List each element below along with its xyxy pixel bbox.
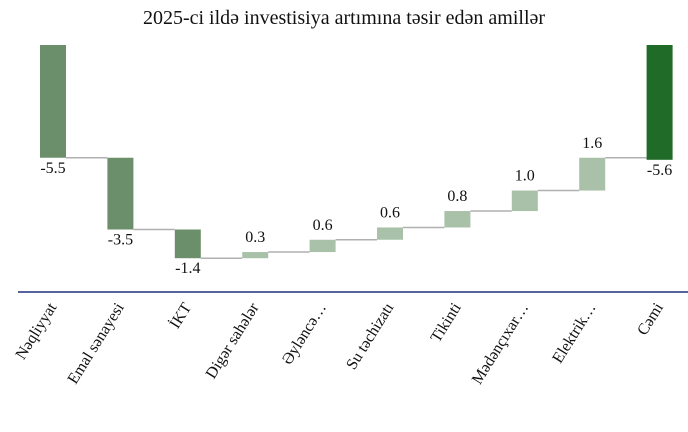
x-tick-label: Mədənçıxar… — [469, 300, 532, 387]
bar — [579, 157, 606, 191]
x-tick-label: Elektrik… — [549, 300, 599, 366]
value-label: 0.6 — [313, 217, 333, 234]
bar — [309, 239, 336, 253]
x-tick-label: Tikinti — [428, 300, 465, 346]
bar — [242, 252, 269, 259]
value-label: 1.6 — [582, 135, 602, 152]
x-tick-label: Digər sahələr — [203, 300, 263, 382]
value-label: -1.4 — [175, 260, 200, 277]
value-label: -3.5 — [108, 232, 133, 249]
value-label: -5.5 — [40, 160, 65, 177]
value-label: 0.6 — [380, 204, 400, 221]
bar — [444, 211, 471, 228]
bar — [107, 157, 134, 230]
x-tick-label: Cəmi — [634, 300, 667, 339]
x-tick-label: İKT — [166, 299, 196, 331]
x-tick-label: Su təchizatı — [343, 300, 398, 373]
bar — [40, 45, 66, 158]
x-tick-label: Emal sənayesi — [65, 300, 128, 387]
x-tick-label: Nəqliyyat — [13, 300, 61, 363]
bar — [511, 190, 538, 212]
value-label: 1.0 — [515, 168, 535, 185]
bar — [174, 229, 201, 259]
x-tick-label: Əyləncə… — [279, 300, 330, 368]
chart-title: 2025-ci ildə investisiya artımına təsir … — [143, 7, 545, 29]
value-label: 0.8 — [447, 188, 467, 205]
value-label: 0.3 — [245, 229, 265, 246]
bar — [377, 227, 403, 240]
bar — [646, 45, 673, 160]
value-label: -5.6 — [647, 162, 672, 179]
